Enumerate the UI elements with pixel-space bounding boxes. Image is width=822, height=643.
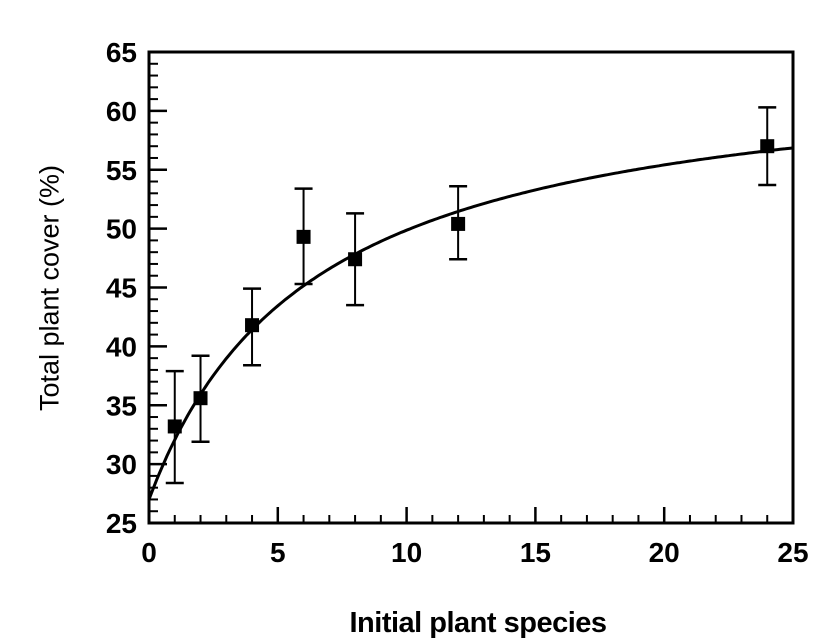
- x-tick-label: 10: [391, 537, 422, 568]
- x-tick-label: 15: [520, 537, 551, 568]
- y-tick-label: 65: [106, 37, 137, 68]
- data-point-marker: [296, 229, 311, 244]
- x-tick-label: 0: [141, 537, 157, 568]
- x-tick-label: 20: [649, 537, 680, 568]
- x-axis-title: Initial plant species: [349, 607, 607, 639]
- y-tick-label: 30: [106, 449, 137, 480]
- data-point-marker: [193, 391, 208, 406]
- y-tick-label: 60: [106, 96, 137, 127]
- y-tick-label: 50: [106, 214, 137, 245]
- y-axis-title: Total plant cover (%): [34, 164, 65, 412]
- x-tick-label: 5: [270, 537, 286, 568]
- data-point-marker: [167, 419, 182, 434]
- data-point-marker: [245, 318, 260, 333]
- y-tick-label: 55: [106, 155, 137, 186]
- data-point-marker: [451, 216, 466, 231]
- data-point-marker: [760, 139, 775, 154]
- y-tick-label: 25: [106, 508, 137, 539]
- data-point-marker: [348, 252, 363, 267]
- x-tick-label: 25: [777, 537, 808, 568]
- y-tick-label: 40: [106, 331, 137, 362]
- y-tick-label: 45: [106, 273, 137, 304]
- y-tick-label: 35: [106, 390, 137, 421]
